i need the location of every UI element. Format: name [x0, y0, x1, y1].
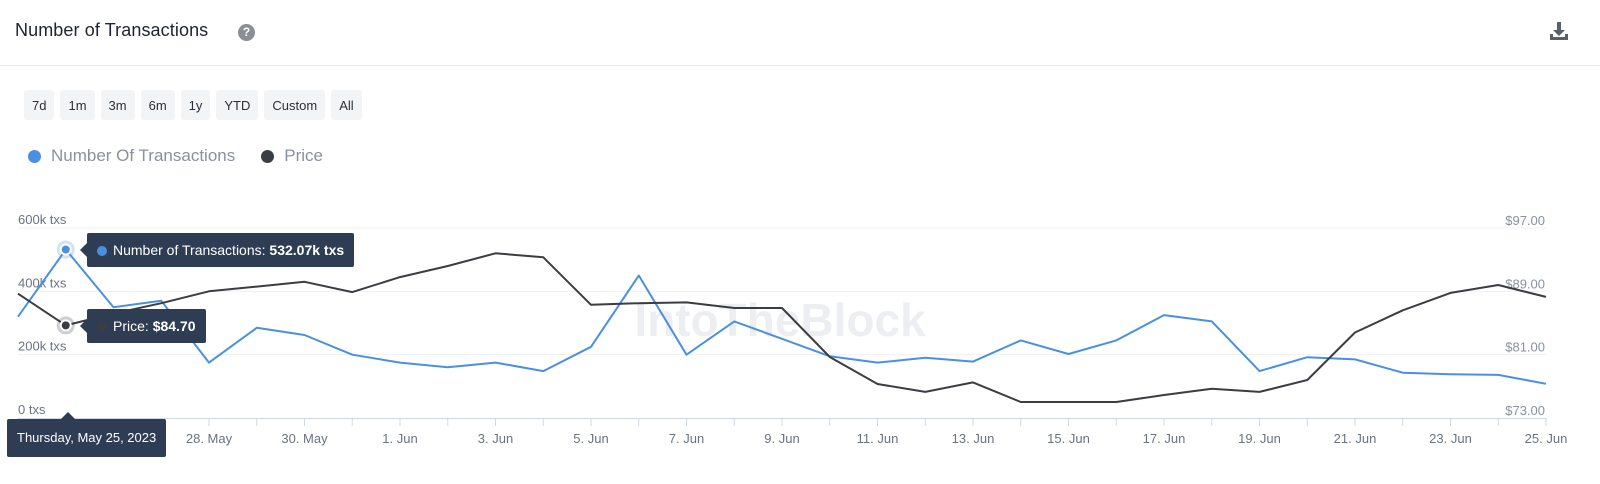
series-line-transactions	[17, 248, 1547, 385]
range-7d-button[interactable]: 7d	[24, 90, 55, 120]
tooltip-tx-value: 532.07k txs	[269, 242, 345, 258]
x-tick-label: 23. Jun	[1429, 431, 1472, 446]
legend-item-price[interactable]: Price	[261, 146, 323, 166]
x-tick-label: 28. May	[186, 431, 233, 446]
y-left-tick-label: 600k txs	[18, 212, 67, 227]
range-3m-button[interactable]: 3m	[100, 90, 135, 120]
x-tick-label: 13. Jun	[952, 431, 995, 446]
range-1m-button[interactable]: 1m	[60, 90, 95, 120]
legend-dot-transactions	[28, 149, 41, 163]
download-icon[interactable]	[1548, 20, 1570, 42]
x-tick-label: 9. Jun	[764, 431, 799, 446]
range-custom-button[interactable]: Custom	[264, 90, 326, 120]
series-layer	[17, 240, 1547, 426]
range-6m-button[interactable]: 6m	[140, 90, 175, 120]
hover-marker-price	[59, 319, 72, 332]
y-right-tick-label: $81.00	[1505, 340, 1545, 355]
x-tick-label: 1. Jun	[382, 431, 417, 446]
range-all-button[interactable]: All	[331, 90, 362, 120]
tooltip-dot-price	[97, 322, 107, 332]
y-right-tick-label: $97.00	[1505, 213, 1545, 228]
x-tick-label: 30. May	[281, 431, 328, 446]
x-tick-label: 21. Jun	[1334, 431, 1377, 446]
tooltip-price: Price: $84.70	[80, 309, 206, 343]
hover-marker-transactions	[59, 243, 72, 256]
x-tick-label: 5. Jun	[573, 431, 608, 446]
y-left-tick-label: 200k txs	[18, 339, 67, 354]
y-right-tick-label: $89.00	[1505, 276, 1545, 291]
range-1y-button[interactable]: 1y	[180, 90, 211, 120]
y-left-tick-label: 0 txs	[18, 402, 46, 417]
x-tick-label: 7. Jun	[669, 431, 704, 446]
range-ytd-button[interactable]: YTD	[216, 90, 259, 120]
legend-label-transactions: Number Of Transactions	[51, 146, 236, 165]
legend-label-price: Price	[284, 146, 323, 165]
range-selector: 7d 1m 3m 6m 1y YTD Custom All	[24, 90, 362, 120]
tooltip-date-label: Thursday, May 25, 2023	[17, 430, 157, 445]
question-circle-icon[interactable]: ?	[238, 24, 255, 41]
x-tick-label: 25. Jun	[1525, 431, 1568, 446]
tooltip-dot-transactions	[97, 246, 107, 256]
x-tick-label: 3. Jun	[478, 431, 513, 446]
y-right-tick-label: $73.00	[1505, 403, 1545, 418]
x-tick-label: 15. Jun	[1047, 431, 1090, 446]
tooltip-date: Thursday, May 25, 2023	[7, 412, 167, 457]
chart-legend: Number Of Transactions Price	[28, 146, 323, 166]
series-line-price	[17, 252, 1547, 403]
tooltip-transactions: Number of Transactions: 532.07k txs	[79, 233, 355, 267]
page-title: Number of Transactions	[15, 20, 209, 40]
legend-item-transactions[interactable]: Number Of Transactions	[28, 146, 235, 166]
tooltip-price-label: Price:	[113, 318, 149, 334]
tooltip-tx-label: Number of Transactions:	[113, 242, 266, 258]
x-tick-label: 19. Jun	[1238, 431, 1281, 446]
tooltip-price-value: $84.70	[152, 318, 196, 334]
x-tick-label: 11. Jun	[857, 431, 899, 446]
legend-dot-price	[261, 149, 275, 163]
x-tick-label: 17. Jun	[1143, 431, 1186, 446]
grid-layer	[18, 227, 1546, 356]
chart-header: Number of Transactions ?	[0, 0, 1600, 66]
